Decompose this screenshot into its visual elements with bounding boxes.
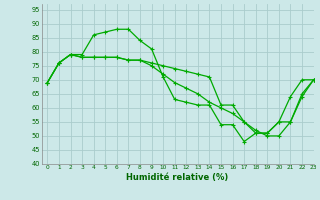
X-axis label: Humidité relative (%): Humidité relative (%) xyxy=(126,173,229,182)
